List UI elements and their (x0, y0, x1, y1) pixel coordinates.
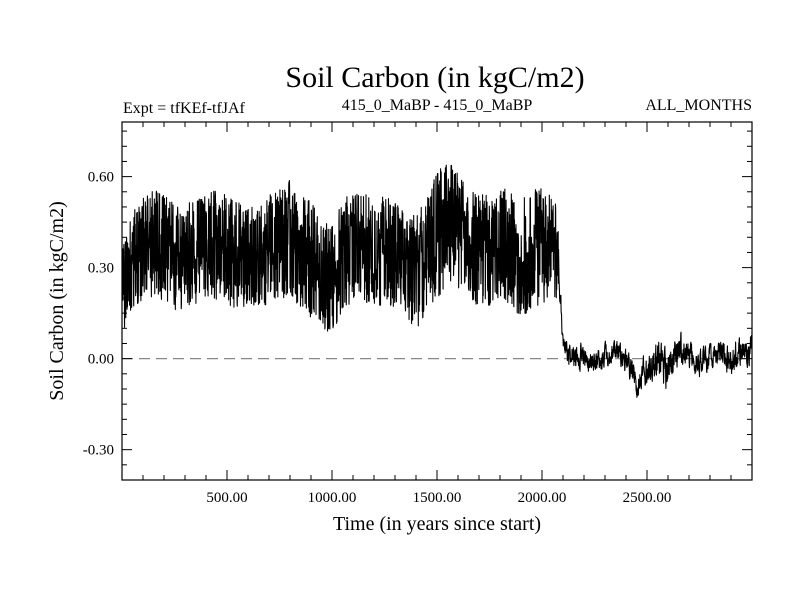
y-axis: -0.30 0.00 0.30 0.60 (83, 130, 752, 466)
x-axis-label: Time (in years since start) (333, 513, 541, 535)
x-tick-label: 500.00 (206, 490, 247, 506)
experiment-label: Expt = tfKEf-tfJAf (123, 100, 246, 117)
y-tick-label: 0.30 (88, 261, 114, 277)
x-tick-label: 2500.00 (623, 490, 672, 506)
y-tick-label: 0.00 (88, 352, 114, 368)
x-tick-label: 2000.00 (518, 490, 567, 506)
x-tick-label: 1000.00 (308, 490, 357, 506)
x-axis: 500.00 1000.00 1500.00 2000.00 2500.00 (142, 122, 732, 506)
series-line-0 (121, 164, 753, 398)
months-label: ALL_MONTHS (645, 97, 752, 114)
x-tick-label: 1500.00 (413, 490, 462, 506)
chart-title: Soil Carbon (in kgC/m2) (285, 61, 584, 94)
period-label: 415_0_MaBP - 415_0_MaBP (342, 97, 533, 114)
y-axis-label: Soil Carbon (in kgC/m2) (46, 201, 68, 400)
y-tick-label: -0.30 (83, 443, 114, 459)
plot-area (121, 164, 753, 398)
y-tick-label: 0.60 (88, 170, 114, 186)
